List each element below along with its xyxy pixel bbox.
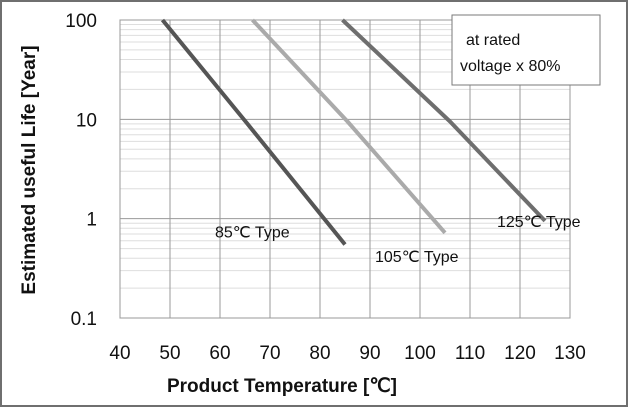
x-tick-label: 120 bbox=[504, 343, 536, 364]
y-tick-label: 100 bbox=[65, 11, 97, 32]
x-tick-label: 40 bbox=[109, 343, 130, 364]
series-label: 85℃ Type bbox=[215, 224, 290, 241]
y-axis-ticks: 0.1 1 10 100 bbox=[65, 11, 97, 330]
annotation-line-2: voltage x 80% bbox=[460, 58, 561, 75]
series-label: 105℃ Type bbox=[375, 249, 459, 266]
x-tick-label: 130 bbox=[554, 343, 586, 364]
annotation-box: at rated voltage x 80% bbox=[451, 14, 601, 86]
series-lines bbox=[160, 18, 547, 246]
x-tick-label: 90 bbox=[359, 343, 380, 364]
series-line bbox=[251, 18, 447, 235]
x-tick-label: 100 bbox=[404, 343, 436, 364]
annotation-line-1: at rated bbox=[466, 32, 520, 49]
y-tick-label: 1 bbox=[86, 210, 97, 231]
series-labels: 85℃ Type 105℃ Type 125℃ Type bbox=[215, 214, 581, 266]
x-axis-ticks: 40 50 60 70 80 90 100 110 120 130 bbox=[109, 343, 585, 364]
x-tick-label: 110 bbox=[455, 343, 485, 364]
series-line bbox=[341, 18, 547, 223]
y-tick-label: 10 bbox=[76, 110, 97, 131]
series-line bbox=[160, 18, 347, 246]
x-tick-label: 60 bbox=[209, 343, 230, 364]
x-tick-label: 50 bbox=[159, 343, 180, 364]
y-tick-label: 0.1 bbox=[71, 309, 97, 330]
series-label: 125℃ Type bbox=[497, 214, 581, 231]
x-tick-label: 70 bbox=[259, 343, 280, 364]
y-axis-title: Estimated useful Life [Year] bbox=[19, 45, 40, 294]
minor-gridlines bbox=[120, 24, 570, 289]
x-axis-title: Product Temperature [℃] bbox=[167, 376, 397, 397]
x-tick-label: 80 bbox=[309, 343, 330, 364]
